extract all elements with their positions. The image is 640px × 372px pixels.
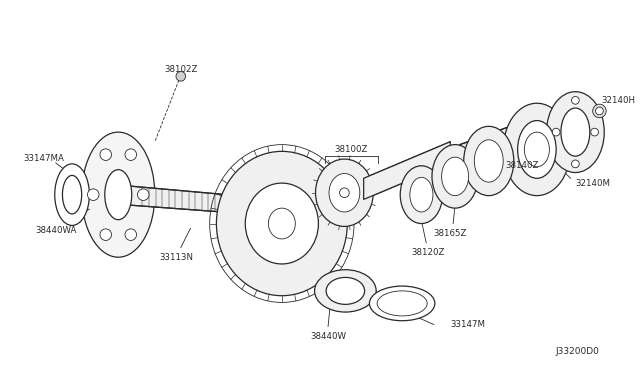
Circle shape [572,96,579,104]
Text: 33147M: 33147M [451,320,485,329]
Ellipse shape [400,166,443,224]
Circle shape [88,189,99,201]
Polygon shape [118,185,248,214]
Text: 38120Z: 38120Z [412,248,445,257]
Text: 38102Z: 38102Z [164,65,198,74]
Ellipse shape [518,121,556,178]
Text: 32140M: 32140M [575,179,611,187]
Text: 38165Z: 38165Z [433,229,467,238]
Ellipse shape [503,103,571,196]
Ellipse shape [524,132,549,167]
Circle shape [593,104,606,118]
Ellipse shape [216,151,348,296]
Circle shape [125,149,136,160]
Text: 33147MA: 33147MA [24,154,65,163]
Circle shape [340,188,349,198]
Circle shape [100,229,111,240]
Ellipse shape [561,108,590,156]
Ellipse shape [82,132,155,257]
Ellipse shape [315,270,376,312]
Ellipse shape [63,176,82,214]
Text: 38440W: 38440W [310,331,346,341]
Text: J33200D0: J33200D0 [556,347,600,356]
Ellipse shape [326,278,365,304]
Text: 32140H: 32140H [602,96,636,105]
Ellipse shape [474,140,503,182]
Ellipse shape [105,170,132,220]
Circle shape [552,128,560,136]
Polygon shape [460,115,541,166]
Ellipse shape [432,145,478,208]
Ellipse shape [329,173,360,212]
Ellipse shape [316,159,373,227]
Text: 38140Z: 38140Z [505,161,538,170]
Polygon shape [364,142,451,199]
Ellipse shape [547,92,604,173]
Text: 38440WA: 38440WA [35,226,76,235]
Circle shape [591,128,598,136]
Ellipse shape [442,157,468,196]
Ellipse shape [245,183,319,264]
Ellipse shape [410,177,433,212]
Circle shape [100,149,111,160]
Ellipse shape [377,291,427,316]
Circle shape [176,71,186,81]
Ellipse shape [268,208,295,239]
Circle shape [572,160,579,168]
Ellipse shape [464,126,514,196]
Circle shape [125,229,136,240]
Circle shape [596,107,604,115]
Text: 38100Z: 38100Z [335,145,368,154]
Text: 33113N: 33113N [159,253,193,262]
Circle shape [138,189,149,201]
Ellipse shape [55,164,90,225]
Ellipse shape [369,286,435,321]
